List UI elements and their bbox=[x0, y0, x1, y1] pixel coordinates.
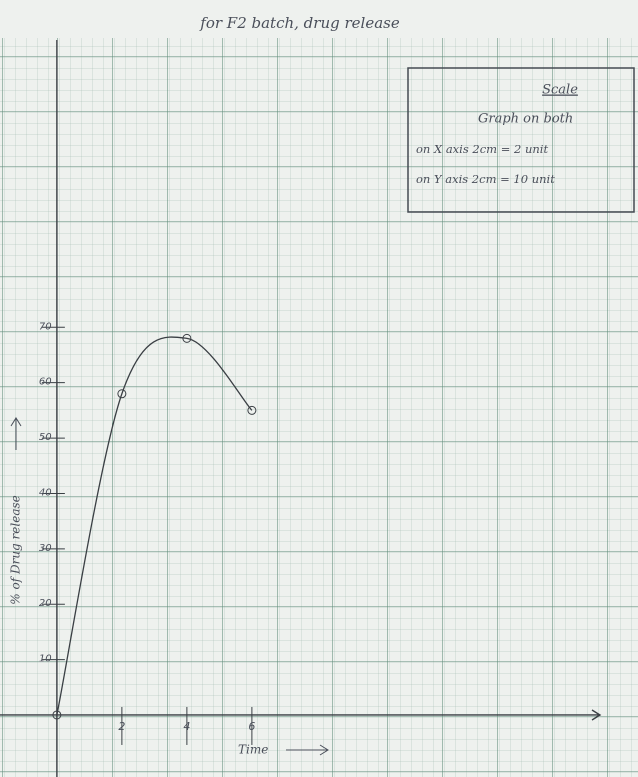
page: for F2 batch, drug release Scale Graph o… bbox=[0, 0, 638, 777]
chart-title: for F2 batch, drug release bbox=[199, 14, 400, 32]
scale-title: Scale bbox=[542, 83, 578, 98]
y-tick-label: 30 bbox=[39, 543, 52, 554]
y-tick-label: 50 bbox=[39, 432, 52, 443]
y-tick-label: 60 bbox=[39, 377, 52, 388]
scale-line: Graph on both bbox=[478, 112, 573, 127]
x-tick-label: 2 bbox=[118, 720, 125, 733]
x-tick-label: 6 bbox=[248, 720, 255, 733]
scale-line: on Y axis 2cm = 10 unit bbox=[416, 172, 555, 186]
chart: for F2 batch, drug release Scale Graph o… bbox=[0, 0, 638, 777]
y-axis-label: % of Drug release bbox=[9, 495, 23, 604]
x-axis-label: Time bbox=[238, 743, 268, 757]
x-tick-label: 4 bbox=[183, 720, 190, 733]
y-tick-label: 10 bbox=[39, 654, 52, 665]
scale-line: on X axis 2cm = 2 unit bbox=[416, 142, 548, 156]
y-tick-label: 70 bbox=[39, 321, 52, 332]
y-tick-label: 40 bbox=[39, 487, 52, 498]
y-tick-label: 20 bbox=[39, 598, 52, 609]
